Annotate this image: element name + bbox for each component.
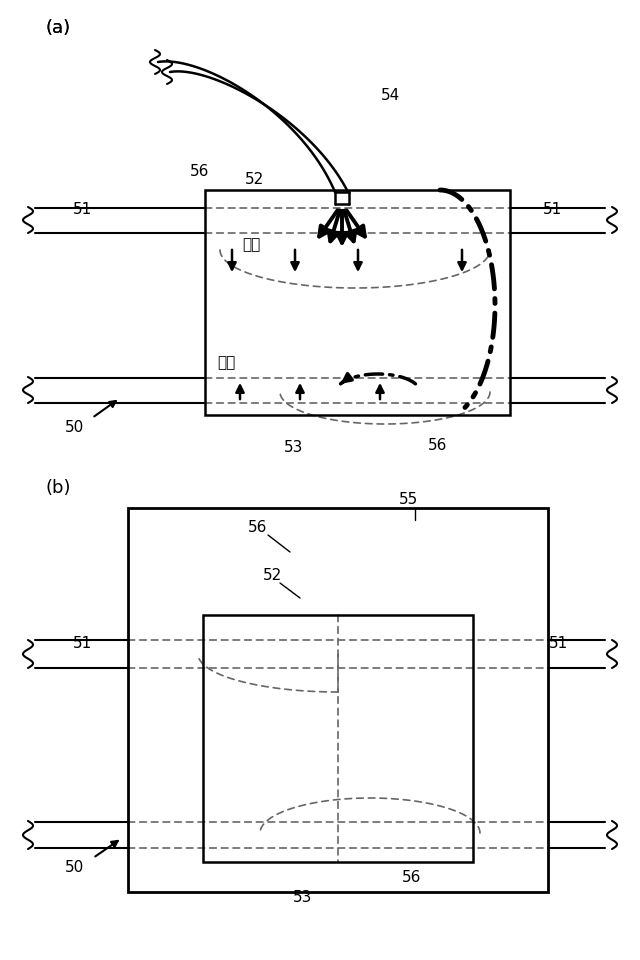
Text: 50: 50	[65, 860, 84, 876]
Text: (a): (a)	[45, 19, 70, 37]
Text: 56: 56	[190, 164, 210, 180]
Text: 56: 56	[248, 519, 268, 535]
Text: 収縮: 収縮	[242, 237, 260, 252]
Text: 54: 54	[380, 87, 399, 103]
Text: 51: 51	[72, 203, 92, 218]
Text: 51: 51	[548, 636, 568, 651]
Bar	[203, 615, 473, 862]
Text: 51: 51	[72, 636, 92, 651]
Bar	[128, 508, 548, 892]
Text: 51: 51	[543, 203, 563, 218]
Text: (b): (b)	[45, 479, 71, 497]
Text: 52: 52	[245, 173, 264, 187]
Text: 収縮: 収縮	[217, 355, 236, 371]
Text: 53: 53	[284, 441, 304, 455]
Bar	[205, 190, 510, 415]
Text: 56: 56	[403, 871, 422, 885]
Text: 56: 56	[428, 439, 448, 453]
Text: 52: 52	[262, 567, 282, 583]
Text: (a): (a)	[45, 19, 70, 37]
Text: 53: 53	[293, 890, 313, 904]
Text: 50: 50	[65, 420, 84, 436]
Text: 55: 55	[398, 492, 418, 508]
